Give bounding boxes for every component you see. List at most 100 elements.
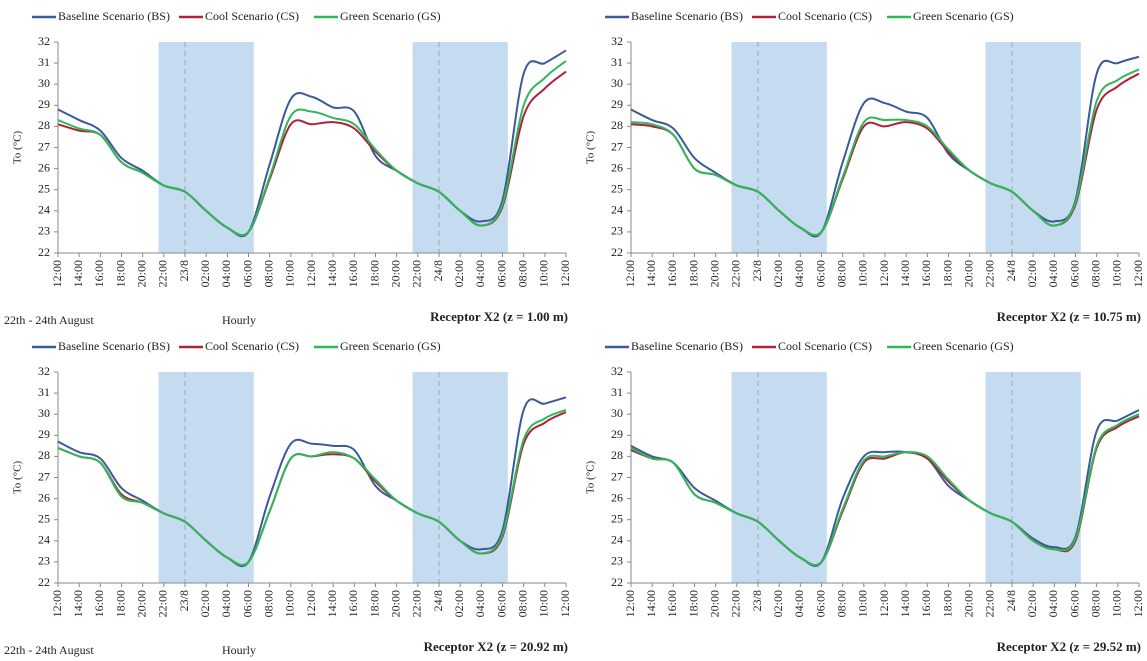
x-tick-label: 12:00 [558, 590, 572, 617]
x-tick-label: 10:00 [537, 590, 551, 617]
x-tick-label: 18:00 [113, 260, 127, 287]
y-tick-label: 30 [611, 76, 623, 90]
x-tick-label: 16:00 [92, 260, 106, 287]
x-tick-label: 20:00 [134, 260, 148, 287]
x-tick-label: 06:00 [494, 590, 508, 617]
x-tick-label: 02:00 [771, 590, 785, 617]
x-tick-label: 04:00 [473, 590, 487, 617]
x-tick-label: 23/8 [750, 590, 764, 611]
x-tick-label: 02:00 [1025, 590, 1039, 617]
legend-label: Baseline Scenario (BS) [631, 9, 743, 23]
x-tick-label: 20:00 [388, 590, 402, 617]
x-tick-label: 18:00 [940, 260, 954, 287]
y-tick-label: 32 [38, 364, 50, 378]
series-line [57, 49, 567, 238]
x-tick-label: 23/8 [750, 260, 764, 281]
x-tick-label: 08:00 [1088, 590, 1102, 617]
y-tick-label: 25 [38, 181, 50, 195]
x-tick-label: 18:00 [367, 590, 381, 617]
y-tick-label: 22 [611, 575, 623, 589]
x-tick-label: 12:00 [304, 590, 318, 617]
y-tick-label: 24 [611, 533, 623, 547]
receptor-label: Receptor X2 (z = 10.75 m) [997, 309, 1141, 324]
panel: 22 23 24 25 26 27 28 29 30 31 32 12:00 14:00 16:00 18:… [4, 9, 572, 327]
x-tick-label: 02:00 [198, 590, 212, 617]
footer-note: 22th - 24th August [4, 313, 94, 327]
x-tick-label: 06:00 [1067, 590, 1081, 617]
x-tick-label: 16:00 [919, 590, 933, 617]
x-tick-label: 16:00 [346, 260, 360, 287]
x-tick-label: 08:00 [515, 260, 529, 287]
series-line [57, 396, 567, 568]
x-tick-label: 22:00 [983, 590, 997, 617]
legend-label: Baseline Scenario (BS) [631, 339, 743, 353]
x-tick-label: 02:00 [452, 260, 466, 287]
x-tick-label: 22:00 [156, 260, 170, 287]
y-tick-label: 31 [38, 55, 50, 69]
x-tick-label: 08:00 [261, 260, 275, 287]
y-tick-label: 30 [611, 406, 623, 420]
y-tick-label: 29 [38, 97, 50, 111]
y-tick-label: 23 [611, 224, 623, 238]
y-tick-label: 32 [611, 364, 623, 378]
x-tick-label: 10:00 [856, 260, 870, 287]
x-tick-label: 12:00 [1131, 590, 1145, 617]
x-tick-label: 12:00 [1131, 260, 1145, 287]
x-tick-label: 24/8 [1004, 260, 1018, 281]
y-tick-label: 24 [611, 203, 623, 217]
legend-label: Baseline Scenario (BS) [58, 339, 170, 353]
x-tick-label: 23/8 [177, 590, 191, 611]
y-tick-label: 23 [38, 554, 50, 568]
x-tick-label: 16:00 [919, 260, 933, 287]
legend-label: Green Scenario (GS) [913, 9, 1014, 23]
x-tick-label: 12:00 [50, 260, 64, 287]
y-tick-label: 32 [611, 34, 623, 48]
y-tick-label: 23 [611, 554, 623, 568]
y-axis-label: To (°C) [12, 461, 24, 495]
night-band [731, 42, 827, 253]
series-line [57, 409, 567, 566]
x-tick-label: 20:00 [707, 590, 721, 617]
x-tick-label: 04:00 [473, 260, 487, 287]
legend-label: Cool Scenario (CS) [205, 339, 299, 353]
x-tick-label: 02:00 [452, 590, 466, 617]
x-tick-label: 12:00 [623, 260, 637, 287]
series-line [630, 413, 1140, 567]
y-tick-label: 23 [38, 224, 50, 238]
x-tick-label: 22:00 [410, 260, 424, 287]
footer-note: Hourly [222, 643, 256, 657]
y-tick-label: 25 [611, 181, 623, 195]
legend-label: Green Scenario (GS) [340, 339, 441, 353]
night-band [158, 42, 254, 253]
x-tick-label: 20:00 [707, 260, 721, 287]
x-tick-label: 02:00 [1025, 260, 1039, 287]
x-tick-label: 14:00 [325, 260, 339, 287]
x-tick-label: 23/8 [177, 260, 191, 281]
y-tick-label: 22 [38, 575, 50, 589]
x-tick-label: 10:00 [537, 260, 551, 287]
y-axis-label: To (°C) [12, 131, 24, 165]
y-tick-label: 32 [38, 34, 50, 48]
x-tick-label: 06:00 [494, 260, 508, 287]
x-tick-label: 08:00 [834, 260, 848, 287]
y-tick-label: 28 [38, 448, 50, 462]
x-tick-label: 02:00 [771, 260, 785, 287]
x-tick-label: 14:00 [71, 260, 85, 287]
y-axis-label: To (°C) [585, 131, 597, 165]
x-tick-label: 10:00 [1110, 590, 1124, 617]
x-tick-label: 14:00 [71, 590, 85, 617]
y-tick-label: 26 [38, 160, 50, 174]
x-tick-label: 04:00 [1046, 590, 1060, 617]
x-tick-label: 04:00 [1046, 260, 1060, 287]
x-tick-label: 06:00 [813, 260, 827, 287]
x-tick-label: 12:00 [877, 590, 891, 617]
x-tick-label: 06:00 [1067, 260, 1081, 287]
y-tick-label: 31 [611, 55, 623, 69]
x-tick-label: 04:00 [219, 590, 233, 617]
y-tick-label: 31 [611, 385, 623, 399]
series-line [57, 60, 567, 237]
x-tick-label: 08:00 [261, 590, 275, 617]
x-tick-label: 16:00 [92, 590, 106, 617]
y-tick-label: 25 [38, 511, 50, 525]
y-tick-label: 29 [38, 427, 50, 441]
